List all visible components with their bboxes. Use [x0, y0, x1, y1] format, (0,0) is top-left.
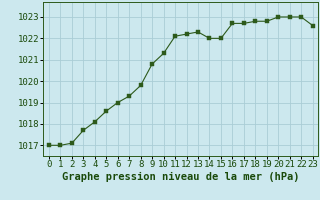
- X-axis label: Graphe pression niveau de la mer (hPa): Graphe pression niveau de la mer (hPa): [62, 172, 300, 182]
